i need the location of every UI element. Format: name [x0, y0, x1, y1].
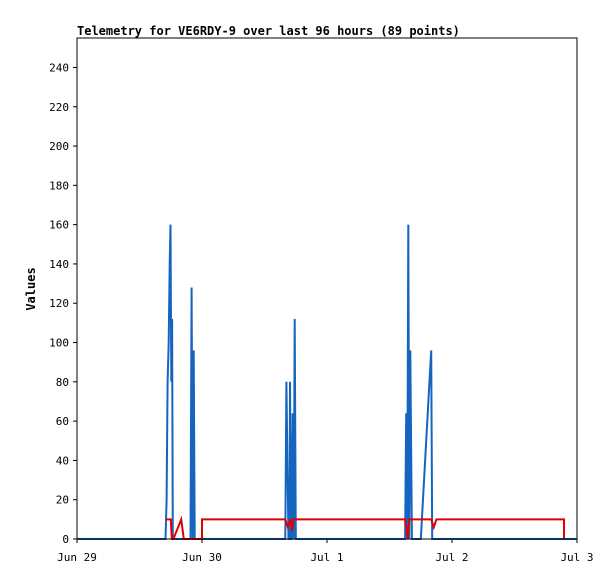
- y-tick-label: 80: [56, 376, 69, 389]
- y-tick-label: 140: [49, 258, 69, 271]
- y-tick-label: 20: [56, 494, 69, 507]
- x-tick-label: Jul 3: [560, 551, 593, 564]
- y-tick-label: 220: [49, 101, 69, 114]
- y-tick-label: 120: [49, 297, 69, 310]
- series-layer: [77, 224, 577, 540]
- x-tick-label: Jun 30: [182, 551, 222, 564]
- y-tick-label: 180: [49, 179, 69, 192]
- y-tick-label: 100: [49, 337, 69, 350]
- chart-title: Telemetry for VE6RDY-9 over last 96 hour…: [77, 24, 460, 38]
- y-tick-label: 0: [62, 533, 69, 546]
- x-tick-label: Jun 29: [57, 551, 97, 564]
- series-line-1: [77, 224, 577, 540]
- y-tick-label: 200: [49, 140, 69, 153]
- y-axis-label: Values: [24, 267, 38, 310]
- series-line-2: [165, 515, 565, 540]
- x-tick-label: Jul 1: [310, 551, 343, 564]
- y-tick-label: 60: [56, 415, 69, 428]
- x-axis: Jun 29 Jun 30 Jul 1 Jul 2 Jul 3: [57, 539, 594, 564]
- y-tick-label: 160: [49, 219, 69, 232]
- plot-area: [76, 37, 578, 540]
- x-tick-label: Jul 2: [435, 551, 468, 564]
- y-tick-label: 40: [56, 454, 69, 467]
- y-axis: 0 20 40 60 80 100 120 140 160 180 200 220 240: [49, 61, 77, 546]
- y-tick-label: 240: [49, 61, 69, 74]
